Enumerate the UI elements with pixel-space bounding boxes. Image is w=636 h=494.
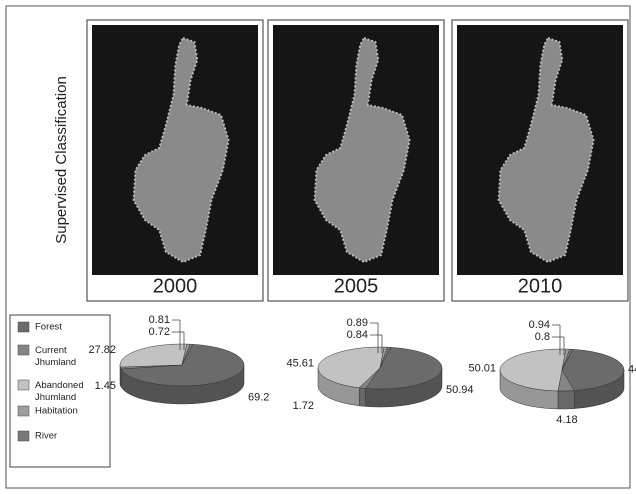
legend-swatch [18, 322, 29, 332]
legend-label: River [35, 431, 57, 442]
data-label: 69.2 [248, 392, 269, 404]
legend-swatch [18, 380, 29, 390]
legend-label: Habitation [35, 406, 78, 417]
data-label: 27.82 [88, 344, 116, 356]
year-label: 2000 [153, 275, 198, 297]
data-label: 50.94 [446, 384, 474, 396]
pie-side [359, 388, 365, 407]
data-label: 0.89 [347, 317, 368, 329]
data-label: 1.72 [293, 400, 314, 412]
data-label: 0.84 [347, 329, 368, 341]
data-label: 0.8 [535, 331, 550, 343]
legend-swatch [18, 431, 29, 441]
data-label: 4.18 [556, 414, 577, 426]
y-label: Supervised Classification [53, 76, 70, 244]
legend-swatch [18, 406, 29, 416]
figure: Supervised Classification 2000 2005 2010 Fo… [0, 0, 636, 494]
data-label: 44.07 [628, 364, 636, 376]
data-label: 0.72 [149, 326, 170, 338]
legend-swatch [18, 345, 29, 355]
data-label: 1.45 [95, 380, 116, 392]
data-label: 0.81 [149, 314, 170, 326]
data-label: 50.01 [468, 363, 496, 375]
year-label: 2010 [518, 275, 563, 297]
data-label: 45.61 [286, 358, 314, 370]
pie-side [558, 391, 574, 409]
legend-label: Forest [35, 322, 62, 333]
pie-slice [120, 344, 187, 367]
year-label: 2005 [334, 275, 379, 297]
data-label: 0.94 [529, 319, 550, 331]
